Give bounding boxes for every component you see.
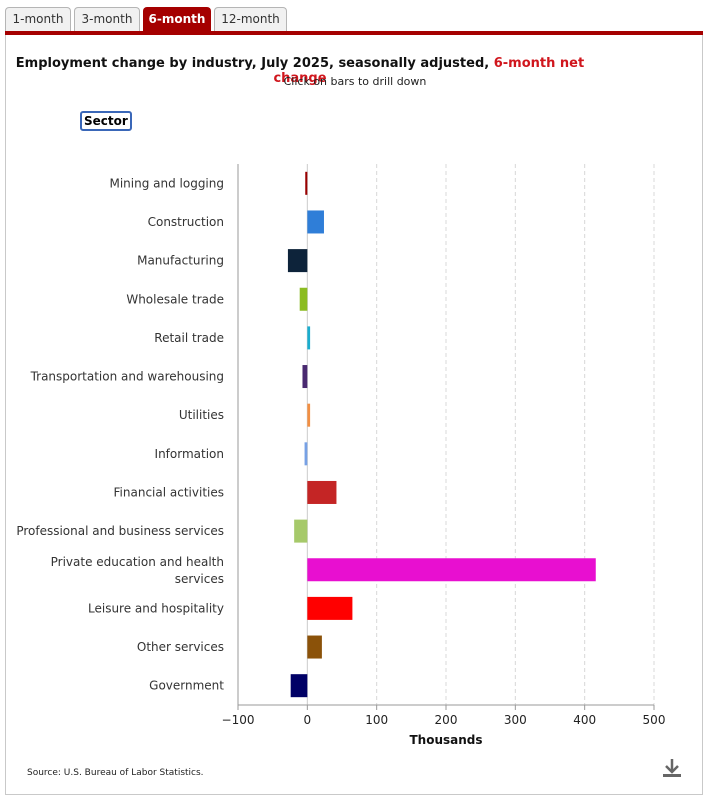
bar-transportation-and-warehousing[interactable] (302, 365, 308, 389)
source-note: Source: U.S. Bureau of Labor Statistics. (27, 768, 204, 778)
tab-12-month[interactable]: 12-month (214, 7, 287, 31)
category-label: Other services (137, 640, 224, 654)
bar-private-education-and-health-services[interactable] (307, 558, 596, 582)
tab-underline (5, 31, 703, 35)
bar-utilities[interactable] (307, 403, 311, 427)
bar-government[interactable] (290, 674, 308, 698)
bar-manufacturing[interactable] (287, 249, 308, 273)
x-axis-title: Thousands (409, 733, 482, 747)
category-label: Retail trade (154, 331, 224, 345)
category-label: Mining and logging (109, 176, 224, 190)
bar-wholesale-trade[interactable] (299, 287, 308, 311)
x-tick-label: 200 (435, 713, 458, 727)
tab-3-month[interactable]: 3-month (74, 7, 140, 31)
category-label: Leisure and hospitality (88, 601, 224, 615)
category-label: Financial activities (114, 485, 224, 499)
bar-other-services[interactable] (307, 635, 322, 659)
bar-retail-trade[interactable] (307, 326, 311, 350)
bar-information[interactable] (304, 442, 308, 466)
category-label: Professional and business services (16, 524, 224, 538)
category-label: Government (149, 679, 224, 693)
x-tick-label: 400 (573, 713, 596, 727)
category-label: Manufacturing (137, 254, 224, 268)
bar-financial-activities[interactable] (307, 480, 337, 504)
x-tick-label: −100 (222, 713, 255, 727)
category-label: Wholesale trade (126, 292, 224, 306)
category-label: Utilities (179, 408, 224, 422)
chart-title-main: Employment change by industry, July 2025… (15, 56, 494, 71)
bar-professional-and-business-services[interactable] (294, 519, 308, 543)
tab-6-month[interactable]: 6-month (143, 7, 211, 31)
x-tick-label: 100 (365, 713, 388, 727)
bar-leisure-and-hospitality[interactable] (307, 596, 353, 620)
x-tick-label: 500 (643, 713, 666, 727)
sector-button[interactable]: Sector (80, 111, 132, 131)
tab-1-month[interactable]: 1-month (5, 7, 71, 31)
x-tick-label: 300 (504, 713, 527, 727)
bar-mining-and-logging[interactable] (305, 171, 308, 195)
category-label: Construction (148, 215, 224, 229)
x-tick-label: 0 (304, 713, 312, 727)
chart-subtitle: Click on bars to drill down (283, 75, 427, 88)
category-label: Transportation and warehousing (30, 370, 224, 384)
download-icon-graphic (663, 759, 681, 777)
category-label: Information (155, 447, 224, 461)
download-icon[interactable] (660, 756, 684, 780)
bar-construction[interactable] (307, 210, 324, 234)
chart-panel (5, 35, 703, 795)
chart-title: Employment change by industry, July 2025… (0, 56, 600, 86)
category-label: Private education and health services (51, 555, 224, 586)
chart-title-accent: 6-month net change (273, 56, 585, 86)
